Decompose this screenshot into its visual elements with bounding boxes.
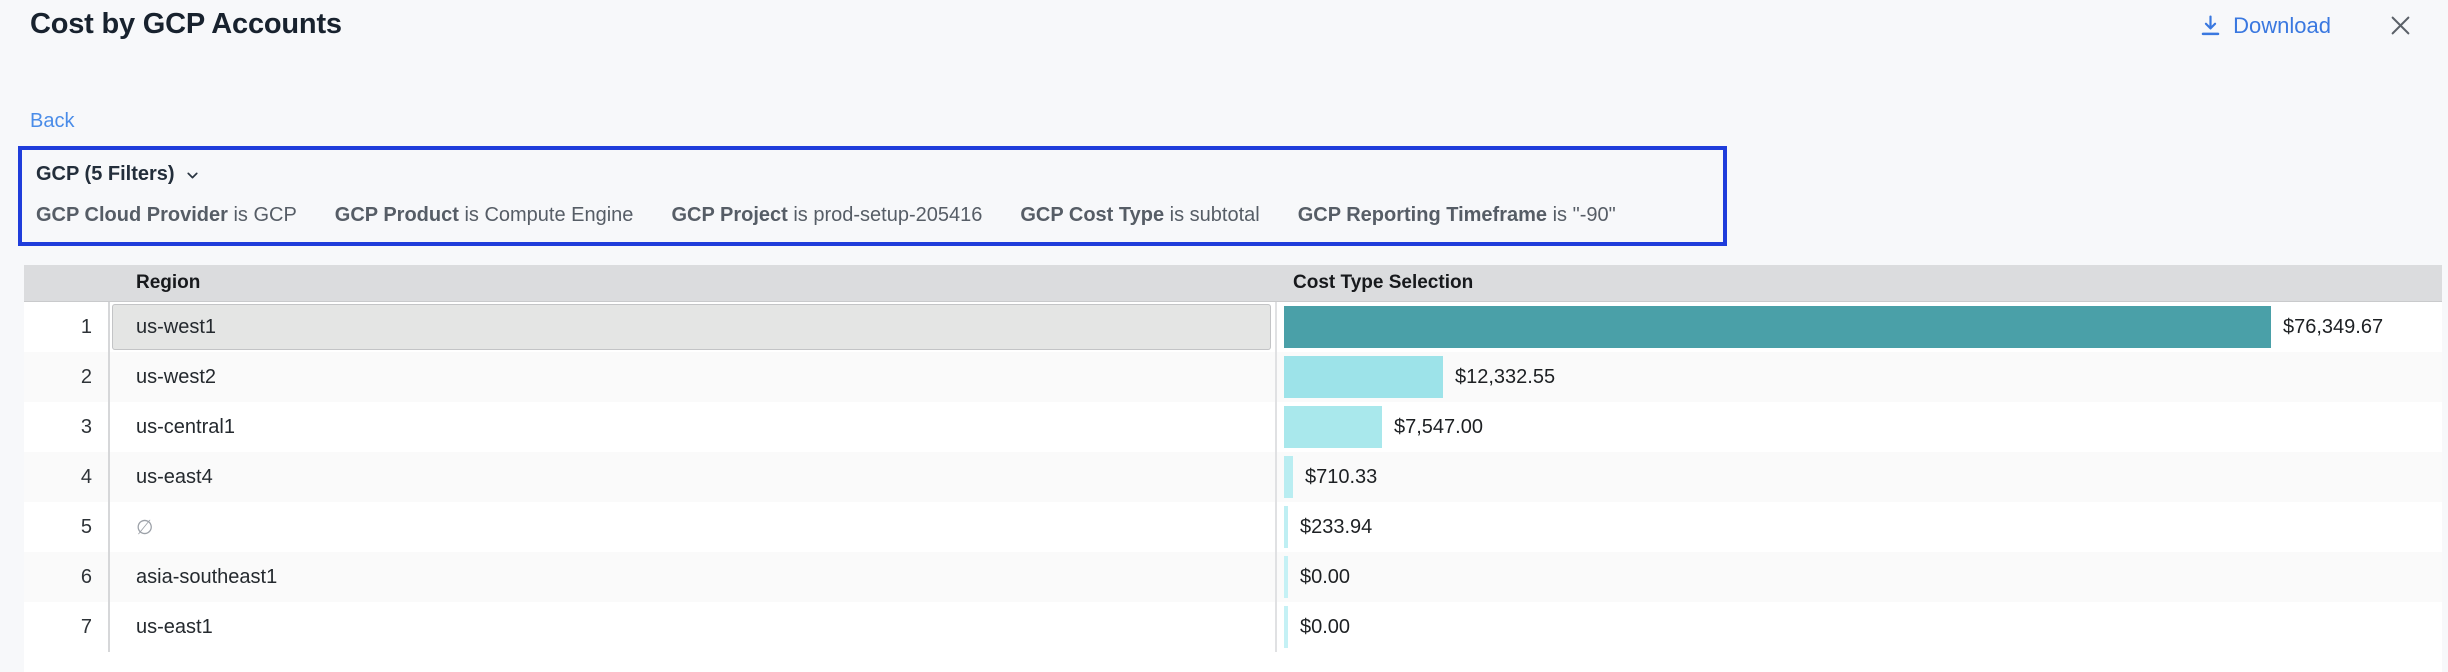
region-cell: us-east1 (110, 602, 1277, 652)
download-icon (2198, 13, 2223, 38)
region-cell-inner[interactable]: asia-southeast1 (112, 554, 1271, 600)
cost-cell: $12,332.55 (1277, 352, 2442, 402)
filter-summary-toggle[interactable]: GCP (5 Filters) (36, 159, 1723, 189)
row-index: 6 (24, 552, 110, 602)
chevron-down-icon (184, 167, 201, 184)
filter-condition: is subtotal (1164, 204, 1260, 226)
top-actions: Download (2198, 12, 2414, 39)
download-label: Download (2233, 12, 2331, 38)
region-cell-inner[interactable]: ∅ (112, 504, 1271, 550)
cost-value: $710.33 (1305, 465, 1378, 488)
region-label: us-west2 (136, 365, 217, 388)
region-cell-inner[interactable]: us-central1 (112, 404, 1271, 450)
region-cell-inner[interactable]: us-west2 (112, 354, 1271, 400)
region-label: us-east1 (136, 615, 213, 638)
cost-bar[interactable] (1284, 406, 1382, 448)
filter-item[interactable]: GCP Cost Type is subtotal (1020, 204, 1259, 227)
row-index: 1 (24, 302, 110, 352)
region-cell: us-west1 (110, 302, 1277, 352)
table-row: 4 us-east4 $710.33 (24, 452, 2442, 502)
filter-field-label: GCP Cost Type (1020, 204, 1165, 226)
filter-item[interactable]: GCP Product is Compute Engine (335, 204, 634, 227)
header-cost-type-selection[interactable]: Cost Type Selection (1293, 272, 1474, 293)
region-cell-inner[interactable]: us-east1 (112, 604, 1271, 650)
cost-cell: $7,547.00 (1277, 402, 2442, 452)
filter-condition: is GCP (227, 204, 297, 226)
table-row: 3 us-central1 $7,547.00 (24, 402, 2442, 452)
cost-cell: $710.33 (1277, 452, 2442, 502)
filter-condition: is "-90" (1547, 204, 1616, 226)
row-index: 2 (24, 352, 110, 402)
row-index: 3 (24, 402, 110, 452)
filter-condition: is prod-setup-205416 (787, 204, 983, 226)
filter-panel: GCP (5 Filters) GCP Cloud Provider is GC… (18, 146, 1727, 246)
cost-bar[interactable] (1284, 306, 2271, 348)
region-label: us-central1 (136, 415, 235, 438)
download-button[interactable]: Download (2198, 13, 2331, 39)
cost-cell: $0.00 (1277, 602, 2442, 652)
cost-bar[interactable] (1284, 506, 1288, 548)
filter-field-label: GCP Reporting Timeframe (1297, 204, 1548, 226)
page-title: Cost by GCP Accounts (30, 8, 342, 40)
cost-value: $0.00 (1300, 615, 1351, 638)
cost-value: $12,332.55 (1455, 365, 1556, 388)
region-label: ∅ (136, 516, 154, 539)
cost-cell: $0.00 (1277, 552, 2442, 602)
filter-item[interactable]: GCP Cloud Provider is GCP (36, 204, 297, 227)
table-row: 1 us-west1 $76,349.67 (24, 302, 2442, 352)
region-cell: us-east4 (110, 452, 1277, 502)
table-row: 5 ∅ $233.94 (24, 502, 2442, 552)
row-index: 4 (24, 452, 110, 502)
cost-value: $7,547.00 (1394, 415, 1483, 438)
table-row: 7 us-east1 $0.00 (24, 602, 2442, 652)
back-link[interactable]: Back (30, 110, 75, 132)
cost-bar[interactable] (1284, 556, 1288, 598)
filter-field-label: GCP Cloud Provider (36, 204, 228, 226)
cost-value: $76,349.67 (2283, 315, 2384, 338)
region-label: us-east4 (136, 465, 213, 488)
cost-bar[interactable] (1284, 606, 1288, 648)
filter-item[interactable]: GCP Project is prod-setup-205416 (671, 204, 982, 227)
filter-summary-label: GCP (5 Filters) (36, 162, 175, 185)
table-body: 1 us-west1 $76,349.67 2 us-west2 $12,332.55 3 u… (24, 302, 2442, 652)
table-header: Region Cost Type Selection (24, 265, 2442, 302)
row-index: 7 (24, 602, 110, 652)
region-cell: ∅ (110, 502, 1277, 552)
region-label: asia-southeast1 (136, 565, 278, 588)
filter-field-label: GCP Product (334, 204, 459, 226)
close-icon (2387, 12, 2414, 39)
cost-bar[interactable] (1284, 456, 1293, 498)
cost-cell: $76,349.67 (1277, 302, 2442, 352)
cost-table: Region Cost Type Selection 1 us-west1 $76,… (24, 265, 2442, 672)
region-cell: us-west2 (110, 352, 1277, 402)
filter-item[interactable]: GCP Reporting Timeframe is "-90" (1298, 204, 1616, 227)
region-cell-inner[interactable]: us-east4 (112, 454, 1271, 500)
filter-list: GCP Cloud Provider is GCP GCP Product is … (36, 204, 1723, 227)
cost-cell: $233.94 (1277, 502, 2442, 552)
region-label: us-west1 (136, 315, 217, 338)
cost-value: $0.00 (1300, 565, 1351, 588)
cost-value: $233.94 (1300, 515, 1373, 538)
filter-condition: is Compute Engine (458, 204, 634, 226)
filter-field-label: GCP Project (671, 204, 788, 226)
table-row: 6 asia-southeast1 $0.00 (24, 552, 2442, 602)
row-index: 5 (24, 502, 110, 552)
header-region[interactable]: Region (136, 272, 201, 293)
region-cell: asia-southeast1 (110, 552, 1277, 602)
table-row: 2 us-west2 $12,332.55 (24, 352, 2442, 402)
close-button[interactable] (2387, 12, 2414, 39)
region-cell-inner[interactable]: us-west1 (112, 304, 1271, 350)
cost-bar[interactable] (1284, 356, 1443, 398)
region-cell: us-central1 (110, 402, 1277, 452)
